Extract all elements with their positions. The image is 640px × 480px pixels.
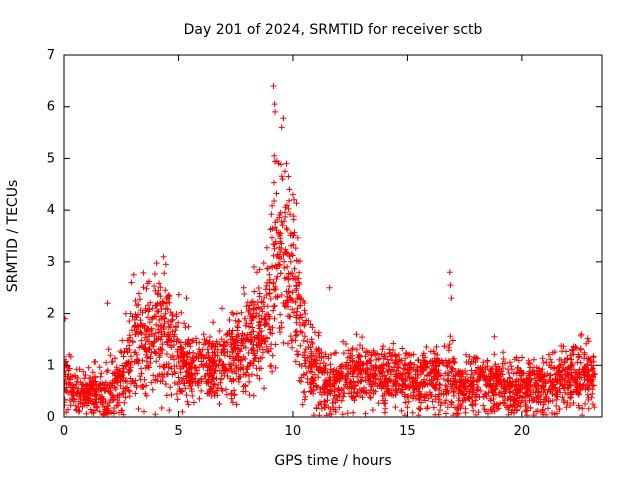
y-tick-label: 1: [47, 358, 55, 373]
y-tick-label: 0: [47, 410, 55, 425]
x-tick-label: 15: [399, 424, 416, 439]
y-tick-label: 3: [47, 255, 55, 270]
y-tick-label: 2: [47, 307, 55, 322]
y-tick-label: 7: [47, 48, 55, 63]
data-points: [64, 83, 598, 417]
x-tick-label: 20: [514, 424, 531, 439]
tick-marks: [63, 54, 602, 418]
y-tick-label: 5: [47, 151, 55, 166]
x-tick-label: 5: [174, 424, 182, 439]
y-axis-label: SRMTID / TECUs: [5, 180, 21, 293]
x-axis-label: GPS time / hours: [274, 453, 391, 469]
y-tick-labels: 0 1 2 3 4 5 6 7: [47, 48, 55, 425]
scatter-points-path: [64, 83, 598, 417]
y-tick-label: 4: [47, 203, 55, 218]
x-tick-label: 0: [60, 424, 68, 439]
x-tick-labels: 0 5 10 15 20: [60, 424, 530, 439]
plot-border: [63, 54, 603, 418]
x-tick-label: 10: [285, 424, 302, 439]
chart-title: Day 201 of 2024, SRMTID for receiver sct…: [184, 22, 483, 38]
y-tick-label: 6: [47, 100, 55, 115]
